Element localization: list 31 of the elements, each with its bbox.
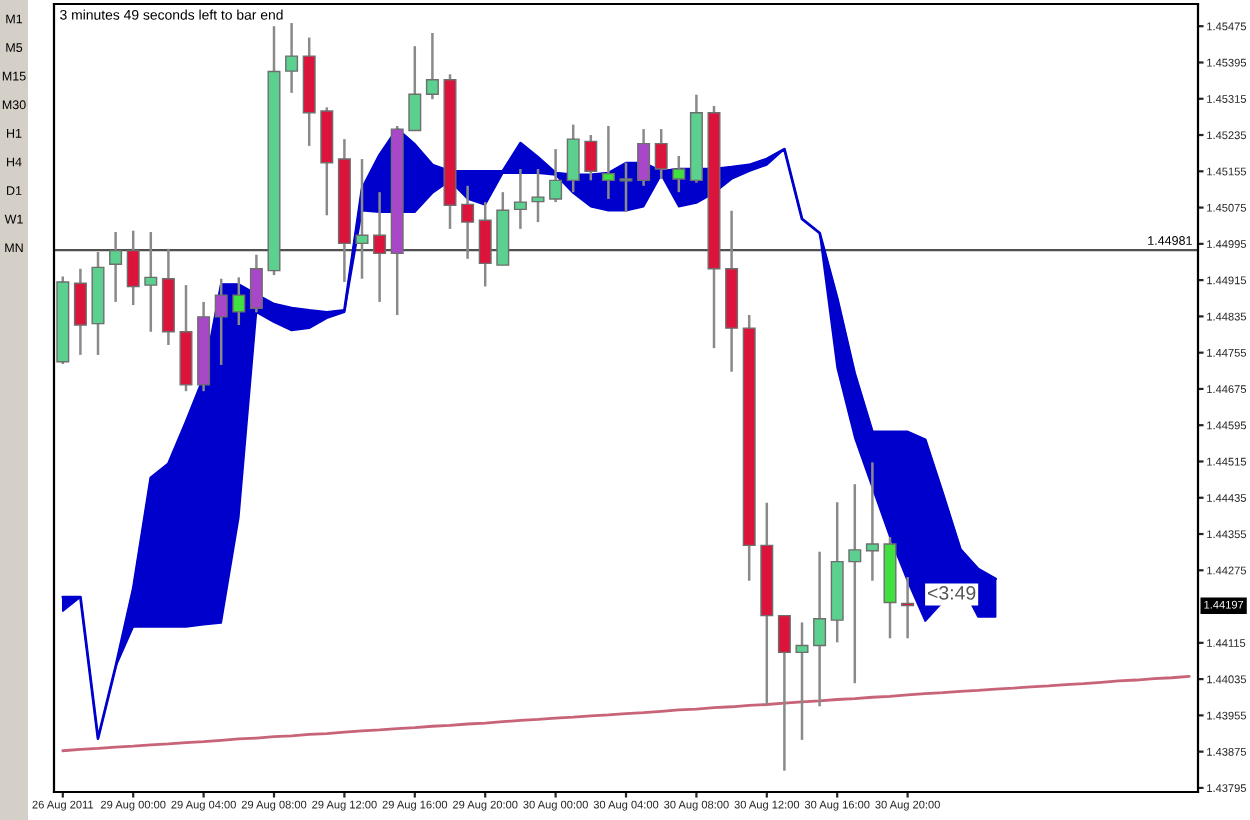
- candlestick: [144, 230, 158, 334]
- candlestick: [795, 621, 809, 742]
- annotation: <3:49: [928, 585, 976, 600]
- candlestick: [478, 200, 492, 288]
- candlestick: [531, 167, 545, 224]
- candlestick: [373, 190, 387, 304]
- candlestick: [637, 127, 651, 188]
- line-series: [61, 674, 1191, 753]
- candlestick: [232, 276, 246, 327]
- candlestick: [285, 21, 299, 95]
- candlestick: [425, 31, 439, 101]
- candlestick: [214, 277, 228, 367]
- candlestick: [109, 230, 123, 304]
- candlestick: [513, 167, 527, 231]
- candlestick: [566, 123, 580, 194]
- candlestick: [865, 461, 879, 582]
- candlestick: [672, 154, 686, 194]
- candlestick: [654, 127, 668, 181]
- candlestick: [619, 161, 633, 214]
- candlestick: [601, 124, 615, 201]
- candlestick: [777, 614, 791, 772]
- candlestick: [461, 184, 475, 261]
- candlestick: [549, 147, 563, 204]
- candlestick: [848, 482, 862, 685]
- candlestick: [249, 253, 263, 314]
- candlestick: [126, 229, 140, 307]
- candlestick: [584, 133, 598, 182]
- candlestick: [73, 267, 87, 357]
- candlestick: [813, 550, 827, 708]
- candlestick: [355, 157, 369, 281]
- candlestick: [408, 44, 422, 132]
